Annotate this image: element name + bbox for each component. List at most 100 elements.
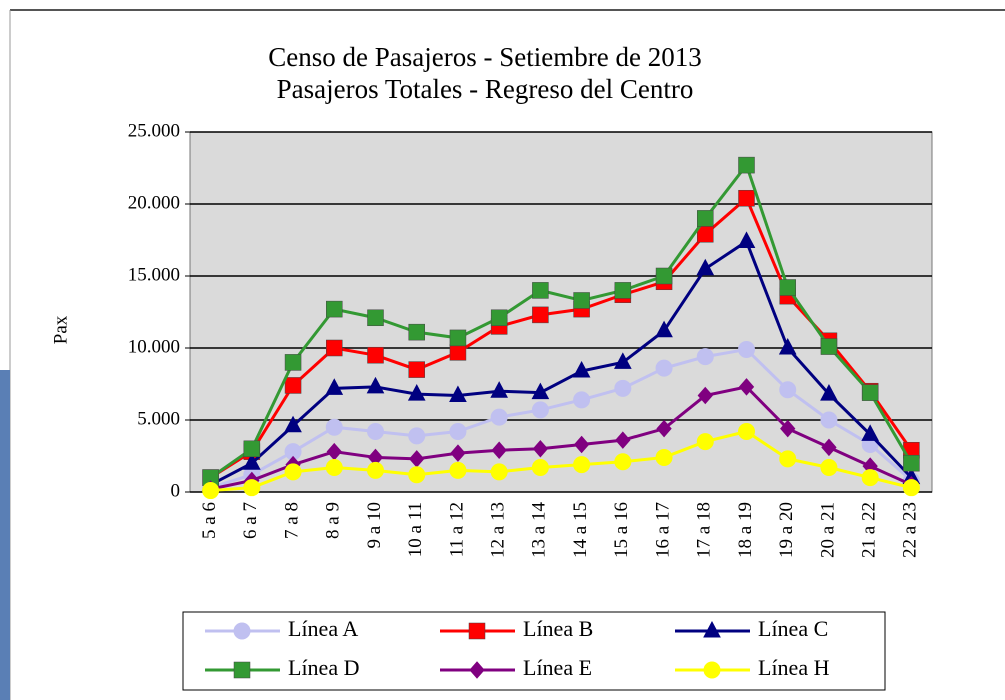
x-tick-label: 7 a 8 (281, 502, 302, 539)
x-tick-label: 18 a 19 (735, 502, 756, 558)
marker (367, 346, 384, 364)
y-axis-label: Pax (50, 315, 71, 344)
marker (615, 431, 631, 449)
marker (696, 433, 714, 451)
marker (779, 450, 797, 468)
marker (861, 424, 880, 441)
marker (614, 453, 632, 471)
marker (490, 381, 508, 398)
marker (820, 459, 838, 477)
marker (531, 401, 549, 419)
x-tick-label: 12 a 13 (488, 502, 509, 558)
marker (655, 267, 673, 285)
marker (903, 454, 920, 472)
marker (779, 279, 796, 296)
marker (573, 456, 591, 474)
marker (820, 338, 838, 355)
marker (408, 361, 425, 378)
chart-title: Censo de Pasajeros - Setiembre de 2013 (268, 42, 701, 72)
marker (655, 359, 673, 377)
marker (697, 210, 714, 227)
x-tick-label: 14 a 15 (570, 502, 591, 558)
marker (449, 329, 467, 347)
marker (738, 378, 755, 396)
side-decoration (0, 370, 10, 700)
marker (490, 463, 508, 481)
legend-label: Línea A (288, 616, 358, 641)
marker (450, 444, 466, 462)
legend-label: Línea H (758, 655, 830, 680)
marker (780, 419, 796, 438)
x-tick-label: 10 a 11 (405, 502, 426, 557)
marker (861, 469, 879, 487)
marker (697, 386, 713, 405)
marker (325, 378, 344, 395)
marker (326, 339, 343, 357)
y-tick-label: 5.000 (137, 408, 180, 429)
marker (703, 620, 721, 638)
marker (655, 448, 673, 466)
marker (737, 231, 756, 248)
marker (696, 258, 715, 276)
marker (407, 384, 426, 401)
marker (573, 292, 590, 309)
marker (696, 348, 714, 366)
series-line (209, 161, 913, 479)
marker (490, 408, 508, 426)
legend-label: Línea E (523, 655, 592, 680)
x-tick-label: 8 a 9 (323, 502, 344, 539)
marker (738, 156, 755, 174)
marker (820, 384, 838, 401)
marker (367, 423, 384, 441)
marker (779, 381, 797, 399)
marker (449, 344, 467, 361)
x-tick-label: 6 a 7 (240, 502, 261, 539)
series-line (210, 385, 913, 491)
y-tick-label: 20.000 (128, 192, 180, 213)
x-tick-label: 22 a 23 (900, 502, 921, 558)
marker (449, 423, 467, 441)
legend-label: Línea D (288, 655, 359, 680)
marker (468, 622, 486, 640)
y-tick-label: 0 (171, 480, 181, 501)
marker (613, 352, 632, 369)
marker (532, 282, 549, 299)
marker (532, 440, 549, 458)
marker (469, 661, 485, 679)
marker (408, 427, 426, 445)
x-tick-label: 5 a 6 (199, 502, 220, 539)
marker (325, 459, 343, 477)
marker (703, 661, 721, 679)
y-tick-label: 25.000 (128, 120, 180, 141)
marker (490, 309, 508, 327)
marker (202, 482, 220, 500)
marker (738, 423, 755, 441)
marker (614, 282, 632, 299)
x-tick-label: 11 a 12 (446, 502, 467, 557)
marker (243, 479, 261, 497)
marker (531, 459, 549, 477)
marker (408, 466, 426, 484)
x-tick-label: 15 a 16 (611, 502, 632, 558)
marker (408, 323, 425, 341)
x-tick-label: 20 a 21 (817, 502, 838, 558)
marker (532, 306, 549, 324)
marker (284, 354, 302, 371)
marker (449, 461, 467, 479)
marker (738, 189, 755, 207)
marker (243, 440, 261, 458)
marker (902, 479, 920, 497)
marker (531, 382, 550, 400)
marker (367, 461, 384, 479)
legend-box (182, 611, 886, 691)
marker (614, 379, 632, 397)
marker (573, 391, 591, 409)
marker (366, 376, 385, 394)
marker (284, 377, 302, 394)
marker (573, 435, 590, 454)
x-tick-label: 13 a 14 (529, 502, 550, 558)
legend-label: Línea B (523, 616, 593, 641)
x-tick-label: 17 a 18 (694, 502, 715, 558)
marker (491, 441, 507, 459)
